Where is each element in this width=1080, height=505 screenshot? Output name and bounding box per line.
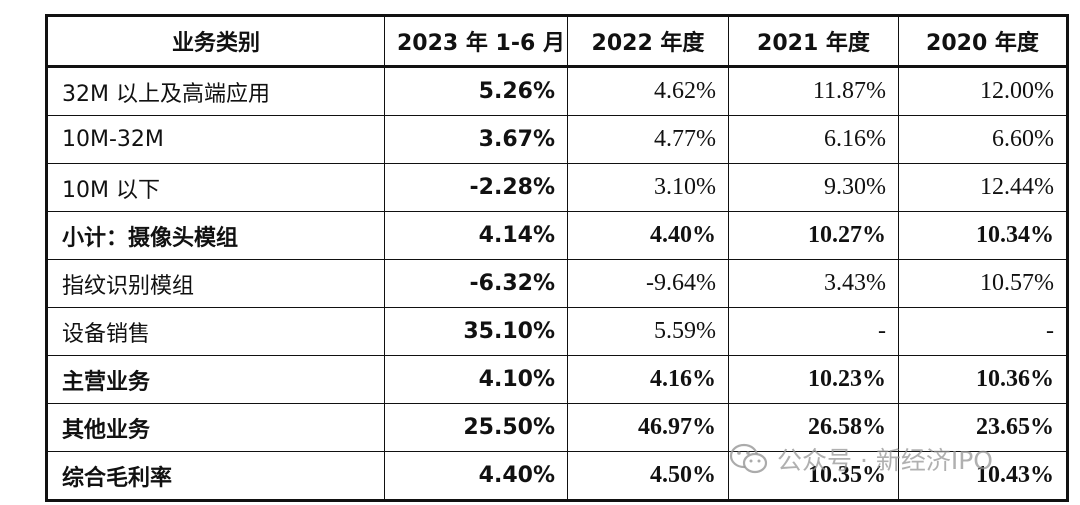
- cell-2022: 4.77%: [567, 115, 729, 164]
- cell-2020: 23.65%: [898, 403, 1068, 452]
- table-row-main-business: 主营业务 4.10% 4.16% 10.23% 10.36%: [46, 355, 1068, 404]
- gross-margin-table: 业务类别 2023 年 1-6 月 2022 年度 2021 年度 2020 年…: [45, 14, 1069, 502]
- table-row: 指纹识别模组 -6.32% -9.64% 3.43% 10.57%: [46, 259, 1068, 308]
- cell-2020: 6.60%: [898, 115, 1068, 164]
- row-label: 主营业务: [46, 355, 385, 404]
- row-label: 10M-32M: [46, 115, 385, 164]
- row-label: 10M 以下: [46, 163, 385, 212]
- cell-2020: 10.57%: [898, 259, 1068, 308]
- table-row-subtotal: 小计：摄像头模组 4.14% 4.40% 10.27% 10.34%: [46, 211, 1068, 260]
- header-2021: 2021 年度: [728, 15, 899, 68]
- cell-2022: 4.62%: [567, 66, 729, 116]
- table-row: 32M 以上及高端应用 5.26% 4.62% 11.87% 12.00%: [46, 66, 1068, 116]
- table-row: 10M 以下 -2.28% 3.10% 9.30% 12.44%: [46, 163, 1068, 212]
- cell-2021: 10.27%: [728, 211, 899, 260]
- cell-2021: 3.43%: [728, 259, 899, 308]
- row-label: 设备销售: [46, 307, 385, 356]
- cell-2021: 11.87%: [728, 66, 899, 116]
- header-2022: 2022 年度: [567, 15, 729, 68]
- cell-2023h1: -2.28%: [384, 163, 568, 212]
- cell-2020: 10.34%: [898, 211, 1068, 260]
- cell-2021: 10.35%: [728, 451, 899, 501]
- row-label: 32M 以上及高端应用: [46, 66, 385, 116]
- cell-2022: 5.59%: [567, 307, 729, 356]
- cell-2022: 3.10%: [567, 163, 729, 212]
- table-row: 设备销售 35.10% 5.59% - -: [46, 307, 1068, 356]
- cell-2020: -: [898, 307, 1068, 356]
- header-category: 业务类别: [46, 15, 385, 68]
- header-2020: 2020 年度: [898, 15, 1068, 68]
- cell-2023h1: 3.67%: [384, 115, 568, 164]
- cell-2023h1: 4.10%: [384, 355, 568, 404]
- cell-2020: 10.36%: [898, 355, 1068, 404]
- row-label: 综合毛利率: [46, 451, 385, 501]
- cell-2022: -9.64%: [567, 259, 729, 308]
- cell-2023h1: 4.40%: [384, 451, 568, 501]
- cell-2021: 6.16%: [728, 115, 899, 164]
- cell-2023h1: -6.32%: [384, 259, 568, 308]
- cell-2022: 4.50%: [567, 451, 729, 501]
- table-row: 10M-32M 3.67% 4.77% 6.16% 6.60%: [46, 115, 1068, 164]
- table-header-row: 业务类别 2023 年 1-6 月 2022 年度 2021 年度 2020 年…: [46, 15, 1068, 68]
- cell-2022: 46.97%: [567, 403, 729, 452]
- cell-2023h1: 35.10%: [384, 307, 568, 356]
- cell-2021: 26.58%: [728, 403, 899, 452]
- cell-2020: 12.00%: [898, 66, 1068, 116]
- cell-2020: 10.43%: [898, 451, 1068, 501]
- table-row-other-business: 其他业务 25.50% 46.97% 26.58% 23.65%: [46, 403, 1068, 452]
- row-label: 指纹识别模组: [46, 259, 385, 308]
- cell-2021: -: [728, 307, 899, 356]
- cell-2023h1: 5.26%: [384, 66, 568, 116]
- row-label: 其他业务: [46, 403, 385, 452]
- row-label: 小计：摄像头模组: [46, 211, 385, 260]
- header-2023h1: 2023 年 1-6 月: [384, 15, 568, 68]
- cell-2020: 12.44%: [898, 163, 1068, 212]
- cell-2022: 4.40%: [567, 211, 729, 260]
- cell-2021: 9.30%: [728, 163, 899, 212]
- cell-2021: 10.23%: [728, 355, 899, 404]
- cell-2023h1: 4.14%: [384, 211, 568, 260]
- gross-margin-table-container: 业务类别 2023 年 1-6 月 2022 年度 2021 年度 2020 年…: [45, 14, 1069, 502]
- cell-2022: 4.16%: [567, 355, 729, 404]
- cell-2023h1: 25.50%: [384, 403, 568, 452]
- table-row-total: 综合毛利率 4.40% 4.50% 10.35% 10.43%: [46, 451, 1068, 501]
